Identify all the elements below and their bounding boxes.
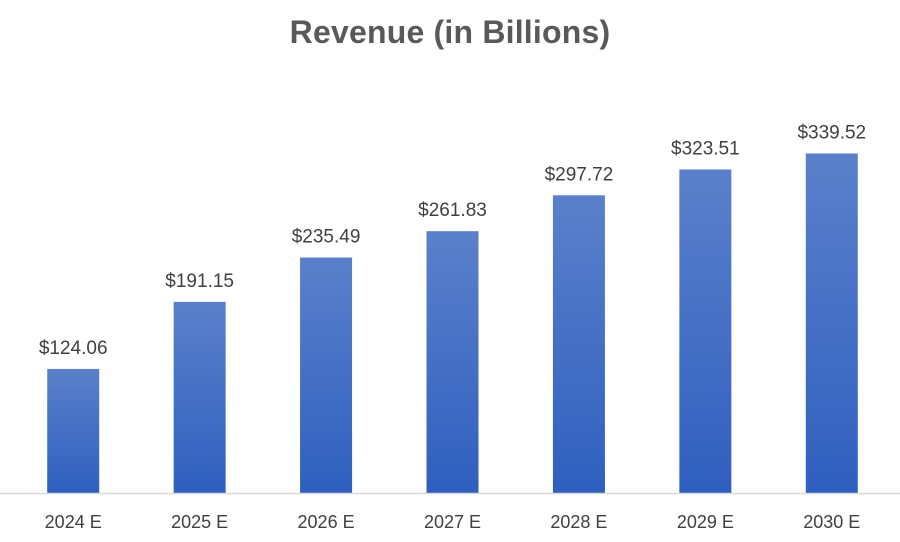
bar-2027-e — [426, 231, 479, 494]
bar-2028-e — [552, 195, 605, 493]
x-tick-labels-group: 2024 E 2025 E 2026 E 2027 E 2028 E 2029 E 2030… — [45, 512, 861, 532]
data-label: $191.15 — [165, 271, 234, 292]
data-labels-group: $124.06 $191.15 $235.49 $261.83 $297.72 $323.… — [39, 122, 866, 358]
data-label: $297.72 — [545, 164, 614, 185]
x-tick-label: 2024 E — [45, 512, 102, 532]
x-tick-label: 2029 E — [677, 512, 734, 532]
data-label: $261.83 — [418, 200, 487, 221]
x-tick-label: 2028 E — [550, 512, 607, 532]
x-tick-label: 2030 E — [803, 512, 860, 532]
bar-2025-e — [173, 301, 226, 493]
bar-2024-e — [47, 368, 100, 493]
bar-2030-e — [805, 153, 858, 494]
data-label: $323.51 — [671, 138, 740, 159]
bar-2026-e — [300, 257, 353, 493]
x-tick-label: 2026 E — [298, 512, 355, 532]
x-tick-label: 2025 E — [171, 512, 228, 532]
data-label: $235.49 — [292, 227, 361, 248]
data-label: $339.52 — [797, 122, 866, 143]
bar-2029-e — [679, 169, 732, 494]
chart-title: Revenue (in Billions) — [289, 14, 611, 50]
data-label: $124.06 — [39, 338, 108, 359]
x-tick-label: 2027 E — [424, 512, 481, 532]
bars-group — [47, 153, 858, 494]
